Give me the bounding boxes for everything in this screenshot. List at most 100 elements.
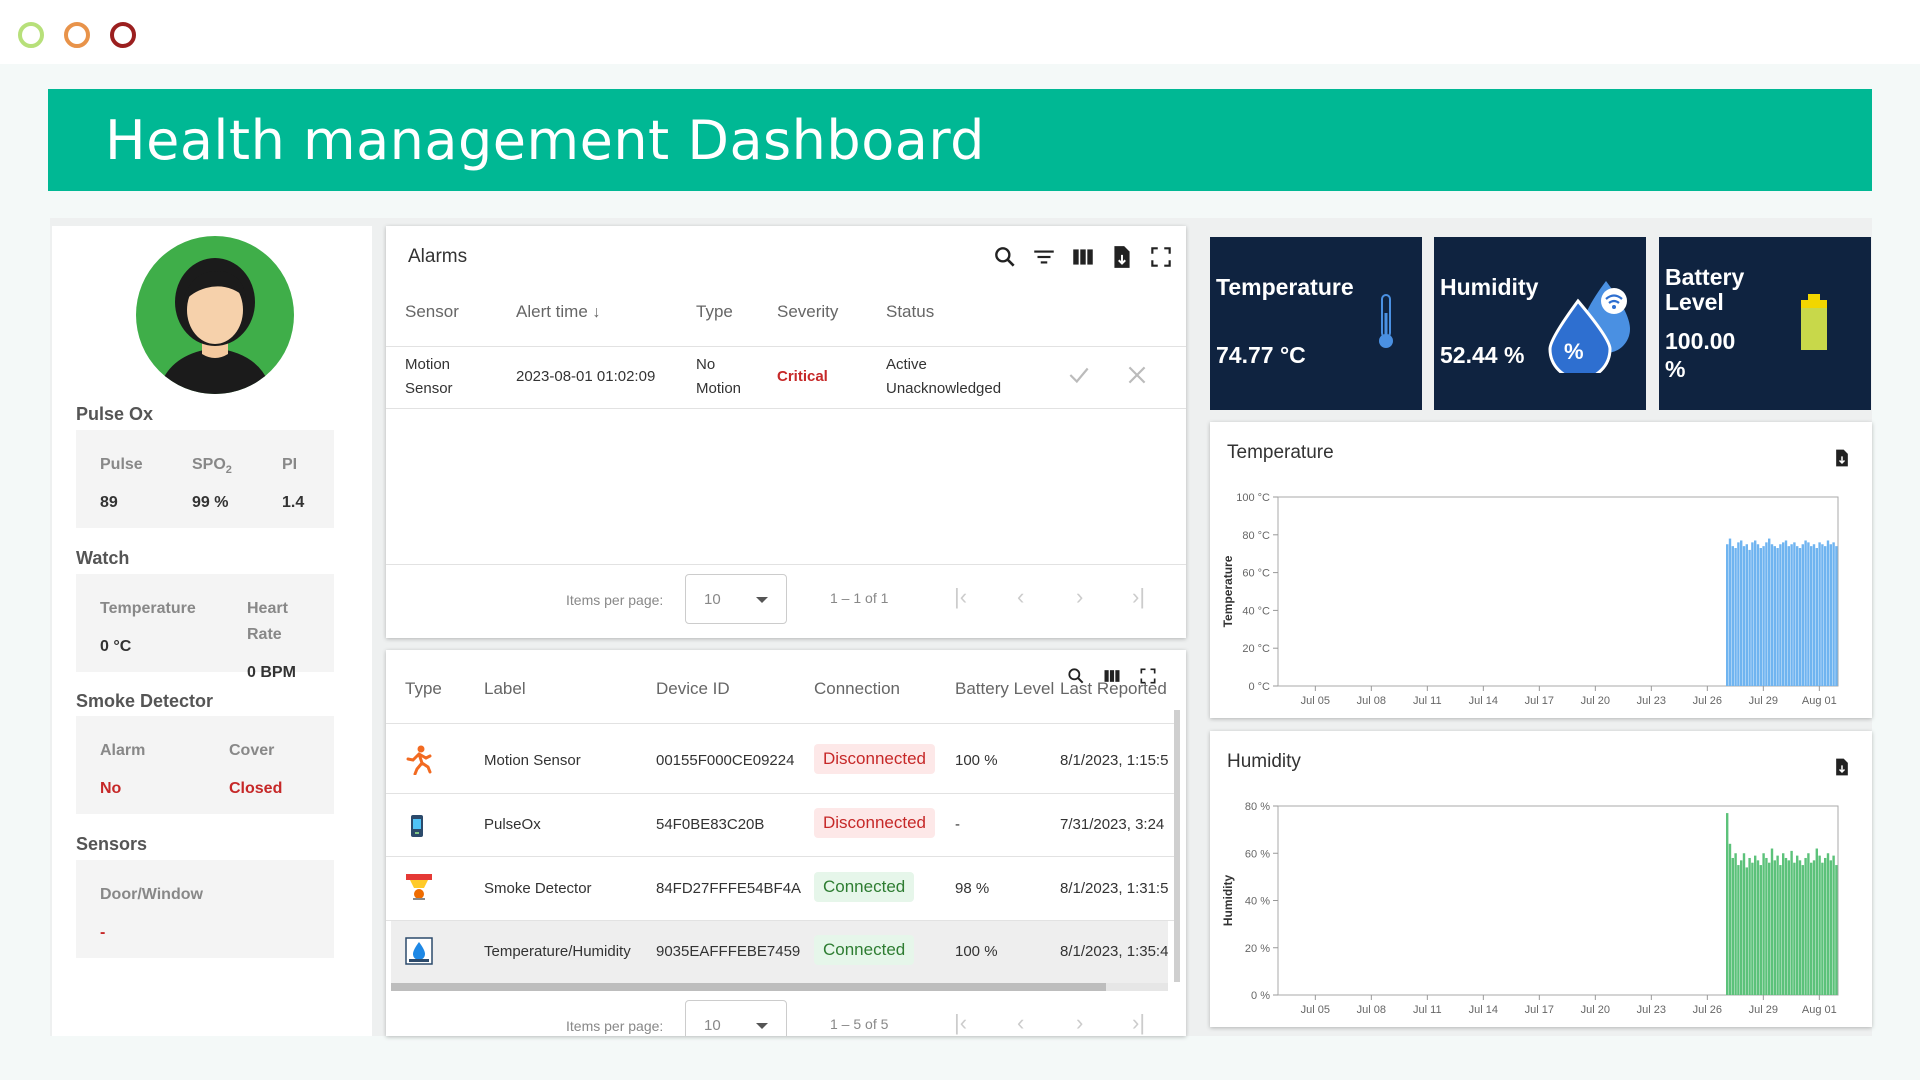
- chart-bar: [1793, 542, 1796, 686]
- avatar: [136, 236, 294, 394]
- first-page-icon[interactable]: |‹: [954, 584, 968, 609]
- x-tick-label: Jul 29: [1749, 695, 1778, 707]
- battery-tile: Battery Level 100.00%: [1659, 237, 1871, 410]
- col-severity[interactable]: Severity: [777, 302, 839, 321]
- col-device-type[interactable]: Type: [405, 679, 442, 698]
- chart-bar: [1773, 860, 1776, 995]
- window-dot-green[interactable]: [18, 22, 44, 48]
- x-tick-label: Jul 17: [1525, 1004, 1554, 1016]
- prev-page-icon[interactable]: ‹: [1017, 584, 1025, 609]
- dismiss-close-icon[interactable]: [1124, 362, 1150, 388]
- items-per-page-label: Items per page:: [566, 1018, 664, 1034]
- fullscreen-icon[interactable]: [1148, 244, 1174, 270]
- filter-icon[interactable]: [1031, 244, 1057, 270]
- y-tick-label: 60 °C: [1242, 568, 1270, 580]
- y-tick-label: 40 %: [1245, 896, 1270, 908]
- alarm-status-line1: Active: [886, 356, 927, 373]
- chart-bar: [1731, 857, 1734, 995]
- chart-bar: [1756, 544, 1760, 686]
- last-page-icon[interactable]: ›|: [1132, 1010, 1146, 1035]
- export-file-icon[interactable]: [1832, 446, 1852, 470]
- items-per-page-label: Items per page:: [566, 592, 664, 608]
- x-tick-label: Jul 05: [1301, 1004, 1330, 1016]
- y-tick-label: 0 %: [1251, 990, 1270, 1002]
- window-dot-red[interactable]: [110, 22, 136, 48]
- temperature-tile-label: Temperature: [1216, 274, 1354, 300]
- alarm-sensor-line2: Sensor: [405, 380, 453, 397]
- col-sensor[interactable]: Sensor: [405, 302, 459, 321]
- chart-bar: [1779, 544, 1782, 686]
- smoke-detector-icon: [406, 874, 432, 900]
- chart-bar: [1734, 853, 1737, 995]
- horizontal-scrollbar-thumb[interactable]: [391, 983, 1106, 991]
- x-tick-label: Jul 29: [1749, 1004, 1778, 1016]
- page-size-select[interactable]: 10: [685, 1000, 787, 1036]
- col-last-reported[interactable]: Last Reported: [1060, 679, 1167, 698]
- pulse-value: 89: [100, 494, 118, 511]
- col-device-label[interactable]: Label: [484, 679, 526, 698]
- last-page-icon[interactable]: ›|: [1132, 584, 1146, 609]
- chart-bar: [1829, 544, 1832, 686]
- battery-icon: [1801, 294, 1827, 350]
- chart-bar: [1784, 857, 1788, 995]
- col-battery[interactable]: Battery Level: [955, 679, 1055, 698]
- x-tick-label: Jul 26: [1693, 695, 1722, 707]
- sort-arrow-down-icon[interactable]: ↓: [592, 304, 601, 321]
- table-row[interactable]: Temperature/Humidity 9035EAFFFEBE7459 Co…: [391, 921, 1168, 983]
- export-file-icon[interactable]: [1109, 244, 1135, 270]
- pulse-ox-device-icon: [411, 815, 423, 837]
- device-search-icon[interactable]: [1066, 666, 1086, 686]
- humidity-chart: 0 % 20 % 40 % 60 % 80 % Jul 05 Jul 08 Jul 11 Jul…: [1221, 801, 1839, 1016]
- chart-bar: [1818, 542, 1821, 686]
- acknowledge-check-icon[interactable]: [1066, 362, 1092, 388]
- horizontal-scrollbar-track[interactable]: [391, 983, 1168, 991]
- battery-level: 98 %: [955, 880, 990, 897]
- chart-bar: [1826, 540, 1830, 686]
- first-page-icon[interactable]: |‹: [954, 1010, 968, 1035]
- door-window-value: -: [100, 924, 106, 941]
- col-device-id[interactable]: Device ID: [656, 679, 730, 698]
- chevron-down-icon: [756, 1023, 768, 1029]
- next-page-icon[interactable]: ›: [1076, 1010, 1084, 1035]
- chart-bar: [1742, 853, 1746, 995]
- x-tick-label: Jul 20: [1581, 695, 1610, 707]
- device-id: 9035EAFFFEBE7459: [656, 943, 801, 960]
- next-page-icon[interactable]: ›: [1076, 584, 1084, 609]
- col-type[interactable]: Type: [696, 302, 733, 321]
- page-range: 1 – 1 of 1: [830, 590, 889, 606]
- x-tick-label: Jul 20: [1581, 1004, 1610, 1016]
- page-size-select[interactable]: 10: [685, 574, 787, 624]
- col-connection[interactable]: Connection: [814, 679, 901, 698]
- columns-icon[interactable]: [1070, 244, 1096, 270]
- humidity-chart-title: Humidity: [1227, 751, 1301, 772]
- alarm-value: No: [100, 780, 122, 797]
- col-alert-time[interactable]: Alert time ↓: [516, 302, 601, 321]
- row-divider: [386, 856, 1176, 857]
- chart-bar: [1748, 549, 1751, 686]
- x-tick-label: Jul 14: [1469, 695, 1498, 707]
- chart-bar: [1801, 865, 1804, 995]
- patient-sidebar: Pulse Ox Pulse SPO2 PI 89 99 % 1.4 Watch…: [52, 226, 372, 1036]
- connection-badge: Disconnected: [814, 808, 936, 838]
- heart-rate-value: 0 BPM: [247, 664, 296, 681]
- device-columns-icon[interactable]: [1102, 666, 1122, 686]
- chart-bar: [1762, 546, 1765, 686]
- window-dot-orange[interactable]: [64, 22, 90, 48]
- col-status[interactable]: Status: [886, 302, 935, 321]
- alarms-title: Alarms: [408, 246, 468, 267]
- alarm-time: 2023-08-01 01:02:09: [516, 368, 656, 385]
- prev-page-icon[interactable]: ‹: [1017, 1010, 1025, 1035]
- device-label: Temperature/Humidity: [484, 943, 631, 960]
- chart-bar: [1815, 548, 1818, 686]
- vertical-scrollbar[interactable]: [1174, 710, 1180, 982]
- chart-bar: [1751, 542, 1754, 686]
- device-fullscreen-icon[interactable]: [1138, 666, 1158, 686]
- chart-bar: [1765, 542, 1768, 686]
- spo2-value: 99 %: [192, 494, 229, 511]
- x-tick-label: Jul 11: [1413, 1004, 1442, 1016]
- temperature-tile: Temperature 74.77 °C: [1210, 237, 1422, 410]
- search-icon[interactable]: [992, 244, 1018, 270]
- pi-value: 1.4: [282, 494, 305, 511]
- export-file-icon[interactable]: [1832, 755, 1852, 779]
- y-axis-label: Temperature: [1221, 555, 1235, 627]
